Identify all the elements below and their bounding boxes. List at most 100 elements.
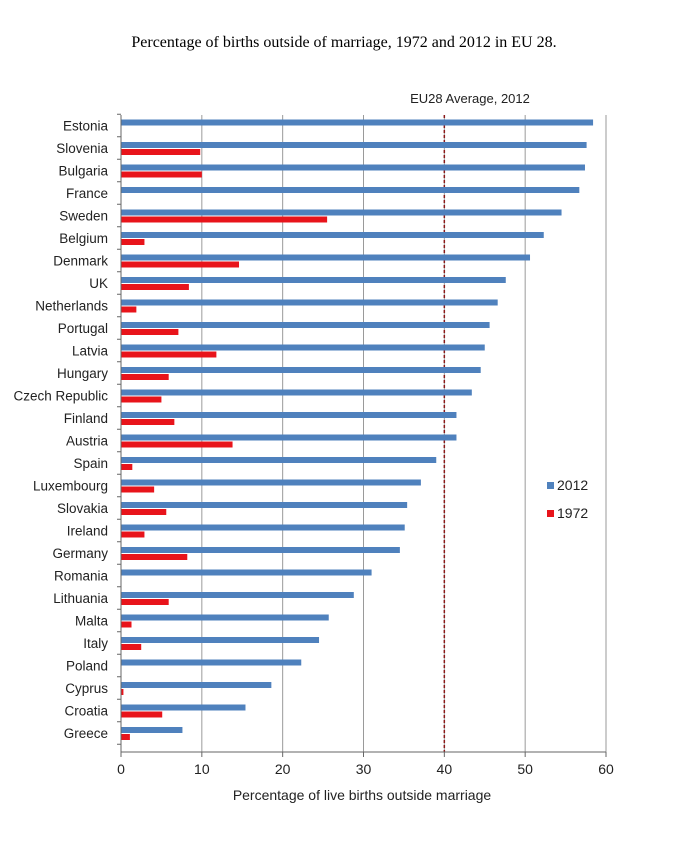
bar-1972 xyxy=(121,284,189,290)
category-label: Slovenia xyxy=(56,141,108,156)
category-label: Greece xyxy=(64,726,108,741)
category-label: Ireland xyxy=(67,524,108,539)
category-label: Belgium xyxy=(59,231,108,246)
legend-swatch-1972 xyxy=(547,510,554,517)
bar-1972 xyxy=(121,464,133,470)
category-label: Finland xyxy=(64,411,108,426)
x-tick-label: 20 xyxy=(275,761,291,777)
category-label: France xyxy=(66,186,108,201)
bar-1972 xyxy=(121,711,163,718)
bar-2012 xyxy=(121,322,490,328)
bar-1972 xyxy=(121,171,202,178)
legend: 2012 1972 xyxy=(547,477,588,521)
bar-2012 xyxy=(121,569,372,576)
category-label: Spain xyxy=(73,456,108,471)
category-label: Lithuania xyxy=(53,591,108,606)
bar-1972 xyxy=(121,374,169,380)
bar-2012 xyxy=(121,502,408,508)
bar-1972 xyxy=(121,599,169,605)
category-label: Germany xyxy=(52,546,108,561)
bar-2012 xyxy=(121,479,421,486)
bar-1972 xyxy=(121,689,124,695)
bar-2012 xyxy=(121,299,498,306)
category-label: Portugal xyxy=(58,321,108,336)
x-tick-label: 40 xyxy=(437,761,453,777)
x-tick-label: 60 xyxy=(598,761,614,777)
bar-2012 xyxy=(121,614,329,621)
bar-1972 xyxy=(121,554,188,560)
category-label: Romania xyxy=(54,569,109,584)
category-label: Estonia xyxy=(63,119,109,134)
legend-label-2012: 2012 xyxy=(557,477,588,493)
bar-2012 xyxy=(121,704,246,711)
category-label: Hungary xyxy=(57,366,108,381)
bar-2012 xyxy=(121,457,437,463)
reference-line-group: EU28 Average, 2012 xyxy=(410,91,530,752)
axes: 0 10 20 30 40 50 60 Percentage of live births o… xyxy=(117,113,614,803)
category-label: Denmark xyxy=(53,254,108,269)
bar-2012 xyxy=(121,187,580,193)
chart-title: Percentage of births outside of marriage… xyxy=(131,34,557,51)
bar-1972 xyxy=(121,351,217,358)
x-tick-label: 50 xyxy=(517,761,533,777)
bar-1972 xyxy=(121,396,162,403)
reference-line-label: EU28 Average, 2012 xyxy=(410,91,530,106)
bars xyxy=(121,119,594,740)
category-label: Latvia xyxy=(72,344,109,359)
bar-1972 xyxy=(121,216,328,223)
bar-2012 xyxy=(121,434,457,441)
bar-2012 xyxy=(121,254,531,261)
bar-2012 xyxy=(121,119,594,126)
bar-1972 xyxy=(121,306,137,313)
category-label: Netherlands xyxy=(35,299,108,314)
bar-1972 xyxy=(121,149,201,155)
category-label: Cyprus xyxy=(65,681,108,696)
category-label: Czech Republic xyxy=(13,389,108,404)
x-axis-label: Percentage of live births outside marria… xyxy=(233,787,492,803)
category-label: Malta xyxy=(75,614,109,629)
bar-2012 xyxy=(121,164,585,171)
bar-2012 xyxy=(121,547,400,553)
category-label: Croatia xyxy=(64,704,108,719)
x-tick-label: 10 xyxy=(194,761,210,777)
x-tick-label: 0 xyxy=(117,761,125,777)
category-label: Austria xyxy=(66,434,109,449)
x-tick-label: 30 xyxy=(356,761,372,777)
category-label: Bulgaria xyxy=(58,164,108,179)
bar-2012 xyxy=(121,232,544,238)
bar-1972 xyxy=(121,509,167,515)
bar-1972 xyxy=(121,531,145,538)
legend-label-1972: 1972 xyxy=(557,505,588,521)
category-label: Sweden xyxy=(59,209,108,224)
bar-2012 xyxy=(121,389,472,396)
bar-1972 xyxy=(121,644,142,650)
bar-1972 xyxy=(121,621,132,628)
bar-1972 xyxy=(121,441,233,448)
category-label: Luxembourg xyxy=(33,479,108,494)
bar-2012 xyxy=(121,209,562,216)
bar-2012 xyxy=(121,682,272,688)
category-label: Poland xyxy=(66,659,108,674)
bar-2012 xyxy=(121,637,320,643)
bar-2012 xyxy=(121,367,481,373)
bar-2012 xyxy=(121,592,354,598)
legend-swatch-2012 xyxy=(547,482,554,489)
bar-2012 xyxy=(121,659,302,666)
category-label: Italy xyxy=(83,636,108,651)
bar-1972 xyxy=(121,261,240,268)
category-labels: Estonia Slovenia Bulgaria France Sweden Belgi… xyxy=(13,119,108,742)
bar-1972 xyxy=(121,329,179,335)
category-label: UK xyxy=(89,276,108,291)
bar-2012 xyxy=(121,277,506,283)
bar-1972 xyxy=(121,419,175,425)
bar-2012 xyxy=(121,344,485,351)
bar-1972 xyxy=(121,734,130,740)
category-label: Slovakia xyxy=(57,501,109,516)
bar-1972 xyxy=(121,486,155,493)
bar-2012 xyxy=(121,412,457,418)
bar-2012 xyxy=(121,524,405,531)
bar-2012 xyxy=(121,142,587,148)
bar-2012 xyxy=(121,727,183,733)
bar-1972 xyxy=(121,239,145,245)
